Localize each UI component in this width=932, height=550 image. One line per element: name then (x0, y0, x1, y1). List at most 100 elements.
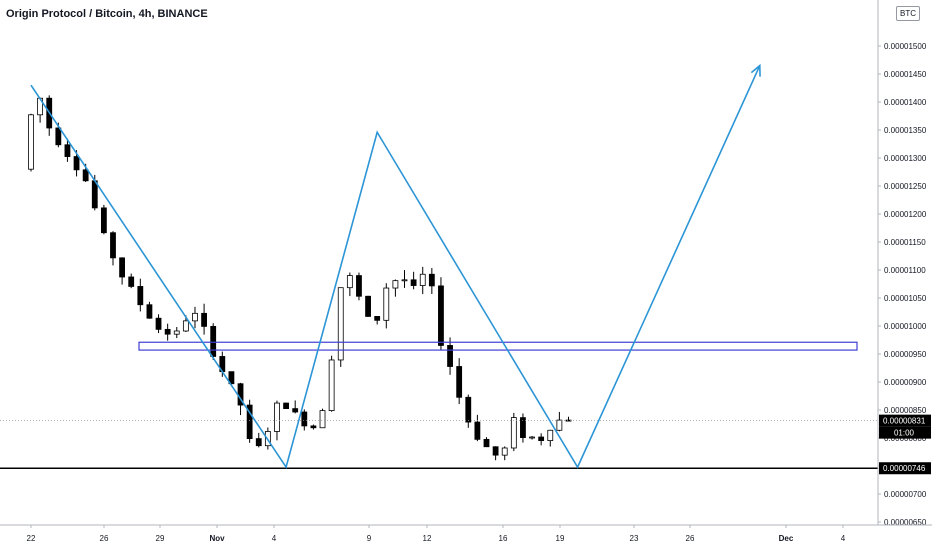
candle-body (192, 312, 198, 322)
candle-body (547, 429, 554, 442)
candle (110, 231, 116, 266)
current-price-tag-bg (879, 414, 931, 427)
candle (283, 402, 289, 410)
date-tick-label: 12 (423, 534, 432, 543)
price-tick-label: 0.00001450 (884, 70, 927, 79)
price-tick-label: 0.00000950 (884, 350, 927, 359)
price-tick-label: 0.00001200 (884, 210, 927, 219)
candle-body (419, 273, 426, 286)
candle-body (201, 312, 207, 327)
price-tick-label: 0.00001100 (884, 266, 926, 275)
date-tick-label: 4 (272, 534, 277, 543)
candle (246, 399, 253, 443)
price-tick-label: 0.00001300 (884, 154, 927, 163)
candle (64, 138, 71, 162)
candle (201, 303, 207, 335)
candle (428, 268, 435, 294)
candle-body (456, 366, 463, 398)
candle (328, 355, 335, 412)
price-tick-label: 0.00001350 (884, 126, 927, 135)
countdown-tag: 01:00 (879, 426, 931, 439)
candle-body (210, 325, 217, 357)
candle-body (328, 359, 335, 412)
candle (119, 257, 125, 285)
candle-body (410, 279, 417, 286)
price-tick-label: 0.00001500 (884, 42, 927, 51)
candle-body (119, 257, 125, 278)
price-tick-label: 0.00001000 (884, 322, 927, 331)
candle (374, 316, 381, 325)
candle-body (301, 411, 308, 427)
currency-badge[interactable]: BTC (896, 6, 920, 21)
candle (337, 287, 344, 367)
resistance-zone (138, 341, 858, 351)
candle-body (465, 396, 472, 423)
candle-body (91, 180, 98, 209)
date-tick-label: 19 (556, 534, 565, 543)
candle-body (346, 275, 353, 289)
candle-body (128, 276, 135, 287)
projection-arrowhead (750, 63, 761, 77)
candle (100, 204, 107, 235)
candle (501, 446, 508, 461)
candle-body (492, 446, 499, 456)
date-tick-label: 22 (27, 534, 36, 543)
candle-body (255, 438, 262, 447)
candle (365, 295, 371, 317)
candle (210, 323, 217, 360)
candle-body (137, 286, 144, 306)
overlays-layer (0, 63, 878, 470)
candle (556, 411, 563, 432)
candle-body (529, 436, 535, 439)
candle-body (283, 402, 289, 410)
candle (310, 424, 317, 430)
candle (447, 337, 453, 375)
price-tags: 0.00000831 01:00 0.00000746 (879, 414, 931, 475)
candle (146, 301, 153, 319)
candle (392, 279, 399, 297)
chart-title: Origin Protocol / Bitcoin, 4h, BINANCE (6, 8, 208, 20)
candles-layer (28, 95, 572, 461)
candle-body (520, 417, 526, 438)
price-tick-label: 0.00000700 (884, 490, 927, 499)
candle (356, 272, 362, 301)
price-tick-label: 0.00000900 (884, 378, 927, 387)
current-price-tag-text: 0.00000831 (883, 417, 926, 426)
candle (438, 277, 444, 351)
date-tick-label: Nov (209, 534, 225, 543)
support-price-tag: 0.00000746 (879, 462, 931, 475)
candle-body (173, 330, 180, 335)
candle (538, 433, 545, 446)
candle-body (246, 404, 253, 440)
candle (292, 400, 299, 414)
candle-body (337, 287, 344, 361)
candle (255, 432, 262, 448)
price-tick-label: 0.00001400 (884, 98, 927, 107)
candle (483, 437, 490, 448)
candle-body (365, 295, 371, 317)
candle-body (374, 316, 381, 321)
candle (28, 113, 34, 172)
candle (319, 408, 326, 429)
candle-body (556, 419, 563, 431)
candle-body (110, 232, 116, 259)
candle (346, 272, 353, 297)
price-tick-label: 0.00000850 (884, 406, 927, 415)
candle (410, 271, 417, 290)
candle-body (483, 438, 490, 448)
date-tick-label: 9 (367, 534, 372, 543)
candle (510, 412, 517, 452)
candle-body (310, 425, 317, 429)
candle (192, 306, 198, 329)
candle-body (319, 410, 326, 429)
date-tick-label: 4 (841, 534, 846, 543)
support-price-tag-bg (879, 462, 931, 475)
candle-body (164, 328, 171, 335)
candle-body (510, 417, 517, 449)
current-price-tag: 0.00000831 (879, 414, 931, 427)
candle-body (474, 421, 481, 440)
candle-body (356, 275, 362, 297)
candle-body (447, 345, 453, 367)
candle-body (182, 320, 189, 332)
